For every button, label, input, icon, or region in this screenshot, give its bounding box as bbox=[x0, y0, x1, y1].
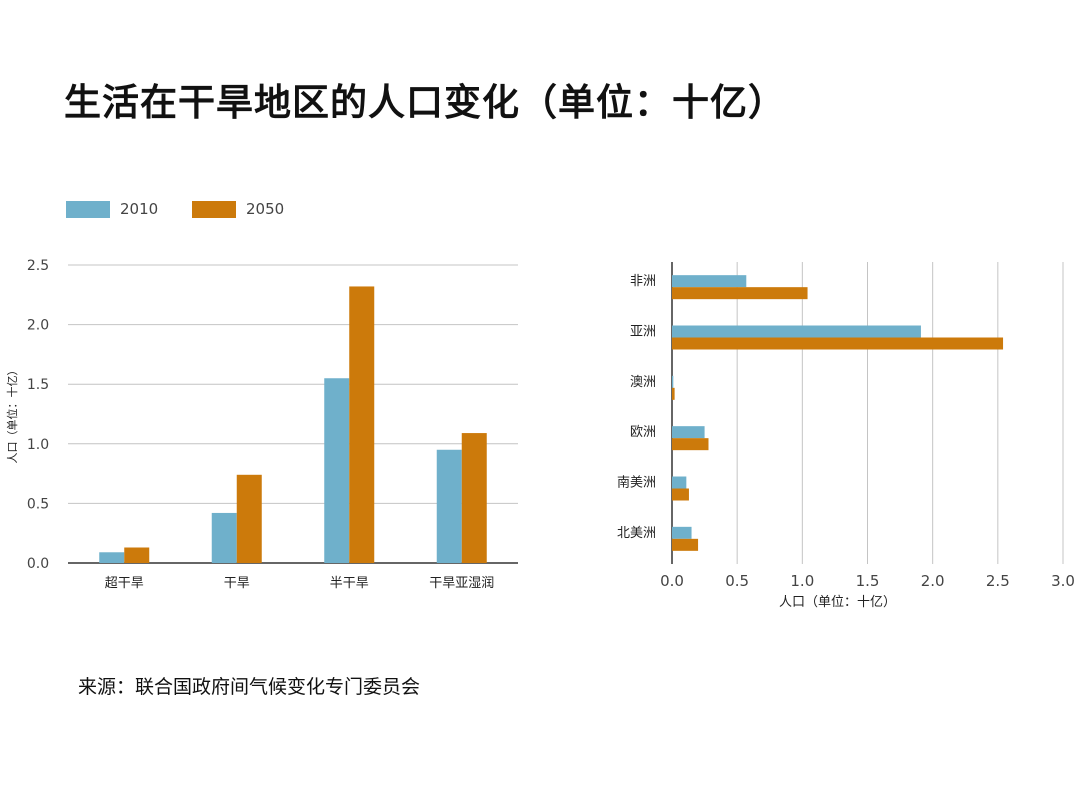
x-category-label: 半干旱 bbox=[330, 576, 369, 591]
legend-swatch-2010 bbox=[66, 200, 110, 218]
x-tick-label: 0.0 bbox=[660, 572, 684, 590]
bar-2050 bbox=[349, 286, 375, 563]
bar-2050 bbox=[236, 474, 262, 563]
bar-2050 bbox=[124, 547, 150, 563]
bar-2050 bbox=[672, 387, 675, 400]
source-note: 来源：联合国政府间气候变化专门委员会 bbox=[78, 676, 421, 698]
x-category-label: 干旱 bbox=[224, 576, 250, 591]
bar-2010 bbox=[672, 426, 705, 439]
legend-item-2010: 2010 bbox=[66, 200, 158, 218]
bar-2050 bbox=[672, 438, 709, 451]
y-tick-label: 2.5 bbox=[27, 258, 49, 274]
bar-2010 bbox=[99, 552, 125, 563]
legend-label-2010: 2010 bbox=[120, 200, 159, 218]
bar-2010 bbox=[211, 512, 237, 563]
y-category-label: 欧洲 bbox=[630, 425, 656, 440]
x-tick-label: 2.0 bbox=[921, 572, 945, 590]
y-axis-title: 人口（单位：十亿） bbox=[5, 365, 19, 464]
y-category-label: 澳洲 bbox=[630, 374, 656, 390]
continent-bar-chart: 0.0 0.5 1.0 1.5 2.0 2.5 3.0 非洲亚洲澳洲欧洲南美洲北美洲人口（单位… bbox=[617, 262, 1075, 610]
y-tick-label: 0.5 bbox=[27, 496, 49, 512]
x-axis-title: 人口（单位：十亿） bbox=[779, 595, 896, 610]
x-category-label: 超干旱 bbox=[105, 576, 144, 591]
x-tick-label: 2.5 bbox=[986, 572, 1010, 590]
x-tick-label: 3.0 bbox=[1051, 572, 1075, 590]
bar-2010 bbox=[672, 375, 674, 388]
bar-2010 bbox=[672, 275, 747, 288]
bar-2050 bbox=[672, 287, 808, 300]
legend-item-2050: 2050 bbox=[192, 200, 284, 218]
x-category-label: 干旱亚湿润 bbox=[429, 576, 494, 591]
bar-2010 bbox=[672, 325, 921, 338]
climate-zone-bar-chart: 0.0 0.5 1.0 1.5 2.0 2.5 超干旱 干旱 半干旱 干旱亚湿润 人口（单位：十亿） bbox=[5, 258, 518, 591]
bar-2050 bbox=[672, 337, 1004, 350]
bar-2050 bbox=[672, 488, 689, 501]
bar-2010 bbox=[672, 526, 692, 539]
y-category-label: 北美洲 bbox=[617, 526, 656, 541]
bar-2010 bbox=[672, 476, 687, 489]
y-tick-label: 1.5 bbox=[27, 377, 49, 393]
bar-2010 bbox=[324, 378, 350, 563]
y-tick-label: 0.0 bbox=[27, 556, 49, 572]
bar-2050 bbox=[461, 433, 487, 563]
x-tick-label: 1.0 bbox=[790, 572, 814, 590]
y-category-label: 亚洲 bbox=[630, 325, 656, 340]
legend-swatch-2050 bbox=[192, 200, 236, 218]
y-category-label: 南美洲 bbox=[617, 475, 656, 491]
y-category-label: 非洲 bbox=[630, 274, 656, 289]
page-title: 生活在干旱地区的人口变化（单位：十亿） bbox=[64, 81, 786, 124]
bar-2010 bbox=[436, 449, 462, 563]
legend-label-2050: 2050 bbox=[246, 200, 285, 218]
x-tick-label: 1.5 bbox=[856, 572, 880, 590]
y-tick-label: 1.0 bbox=[27, 437, 49, 453]
x-tick-label: 0.5 bbox=[725, 572, 749, 590]
y-tick-label: 2.0 bbox=[27, 318, 49, 334]
bar-2050 bbox=[672, 538, 699, 551]
